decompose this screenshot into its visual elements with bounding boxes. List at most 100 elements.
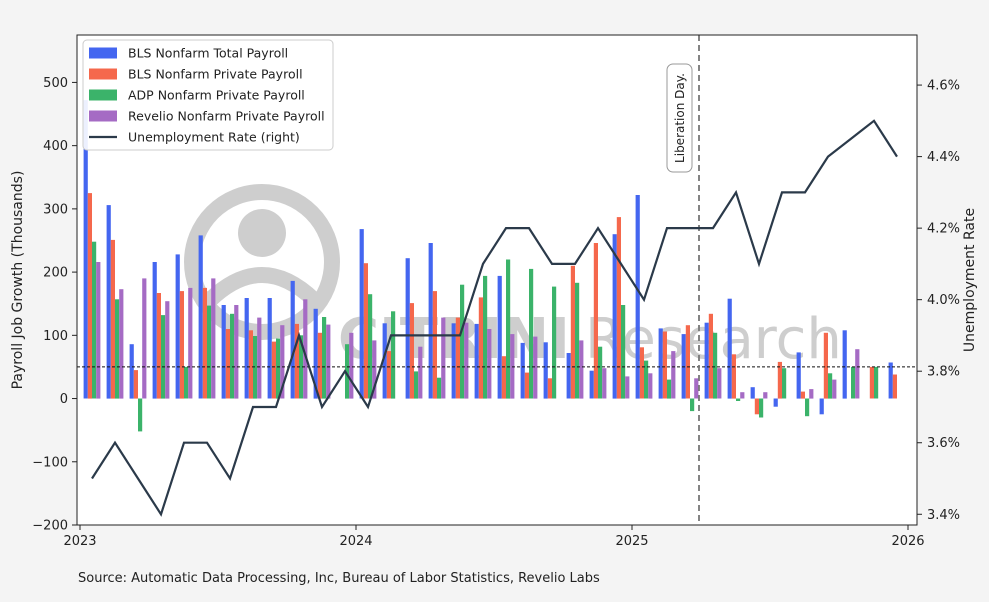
- bar: [575, 282, 580, 399]
- x-tick-label: 2023: [63, 534, 96, 549]
- bar: [708, 313, 713, 399]
- bar: [441, 317, 446, 399]
- bar: [736, 398, 741, 401]
- y-axis-label: Payroll Job Growth (Thousands): [10, 171, 26, 390]
- annotation-text: Liberation Day.: [673, 73, 687, 163]
- bar: [428, 243, 433, 399]
- bar: [763, 392, 768, 399]
- y-tick-label: 100: [43, 329, 68, 344]
- bar: [533, 336, 538, 399]
- bar: [731, 354, 736, 399]
- y2-axis-label: Unemployment Rate: [962, 208, 978, 352]
- bar: [175, 254, 180, 399]
- bar: [589, 370, 594, 399]
- bar: [547, 378, 552, 399]
- bar: [368, 294, 373, 399]
- bar: [855, 349, 860, 399]
- y2-tick-label: 4.2%: [927, 222, 960, 237]
- bar: [271, 341, 276, 399]
- bar: [681, 334, 686, 399]
- y-tick-label: −100: [32, 455, 68, 470]
- bar: [96, 262, 101, 399]
- bar: [276, 338, 281, 399]
- bar: [552, 286, 557, 399]
- bar: [874, 366, 879, 399]
- bar: [313, 308, 318, 399]
- bar: [662, 331, 667, 399]
- bar: [129, 344, 134, 399]
- bar: [106, 205, 111, 399]
- legend-swatch: [89, 110, 117, 122]
- bar: [832, 379, 837, 399]
- bar: [432, 291, 437, 399]
- y-tick-label: −200: [32, 519, 68, 534]
- bar: [593, 243, 598, 399]
- bar: [248, 330, 253, 399]
- bar: [759, 398, 764, 418]
- x-axis: 2023 2024 2025 2026: [63, 525, 925, 549]
- y-tick-label: 500: [43, 76, 68, 91]
- bar: [598, 346, 603, 399]
- bar: [464, 322, 469, 399]
- bar: [754, 398, 759, 415]
- legend-label: Revelio Nonfarm Private Payroll: [128, 109, 325, 124]
- bar: [625, 376, 630, 399]
- bar: [694, 378, 699, 399]
- legend-label: BLS Nonfarm Private Payroll: [128, 67, 303, 82]
- bar: [299, 335, 304, 399]
- bar: [828, 373, 833, 399]
- bar: [303, 299, 308, 399]
- legend: BLS Nonfarm Total Payroll BLS Nonfarm Pri…: [82, 39, 334, 151]
- bar: [773, 398, 778, 407]
- bar: [152, 262, 157, 399]
- bar: [244, 298, 249, 399]
- plot-frame: [76, 34, 918, 526]
- y-axis-right: 3.4% 3.6% 3.8% 4.0% 4.2% 4.4% 4.6%: [917, 79, 960, 523]
- bar: [796, 352, 801, 399]
- bar: [685, 325, 690, 399]
- bar: [777, 361, 782, 399]
- bar: [267, 298, 272, 399]
- bar: [257, 317, 262, 399]
- bar: [253, 336, 258, 399]
- bar: [671, 351, 676, 399]
- y-tick-label: 0: [60, 392, 68, 407]
- bar: [842, 330, 847, 399]
- y2-tick-label: 4.6%: [927, 79, 960, 94]
- bar: [156, 293, 161, 399]
- bar: [133, 370, 138, 399]
- x-tick-label: 2024: [339, 534, 372, 549]
- source-note: Source: Automatic Data Processing, Inc, …: [78, 571, 600, 586]
- y-tick-label: 400: [43, 139, 68, 154]
- y-tick-label: 300: [43, 202, 68, 217]
- bar: [460, 284, 465, 399]
- bar: [294, 323, 299, 399]
- y2-tick-label: 3.6%: [927, 436, 960, 451]
- legend-swatch: [89, 89, 117, 101]
- bar: [635, 195, 640, 399]
- bar: [138, 398, 143, 432]
- bar: [142, 278, 147, 399]
- bar: [510, 334, 515, 399]
- bar: [497, 275, 502, 399]
- y2-tick-label: 3.4%: [927, 508, 960, 523]
- bar: [391, 311, 396, 399]
- bar: [230, 313, 235, 399]
- bar: [326, 324, 331, 399]
- bar: [851, 366, 856, 399]
- bar: [713, 332, 718, 399]
- bar: [658, 328, 663, 399]
- bar: [349, 332, 354, 399]
- bar: [639, 347, 644, 399]
- bar: [290, 280, 295, 399]
- y2-tick-label: 3.8%: [927, 365, 960, 380]
- bar: [405, 258, 410, 399]
- bar: [409, 303, 414, 399]
- legend-label: ADP Nonfarm Private Payroll: [128, 88, 305, 103]
- bar: [165, 301, 170, 399]
- bar: [644, 360, 649, 399]
- bar: [382, 323, 387, 399]
- y2-tick-label: 4.0%: [927, 293, 960, 308]
